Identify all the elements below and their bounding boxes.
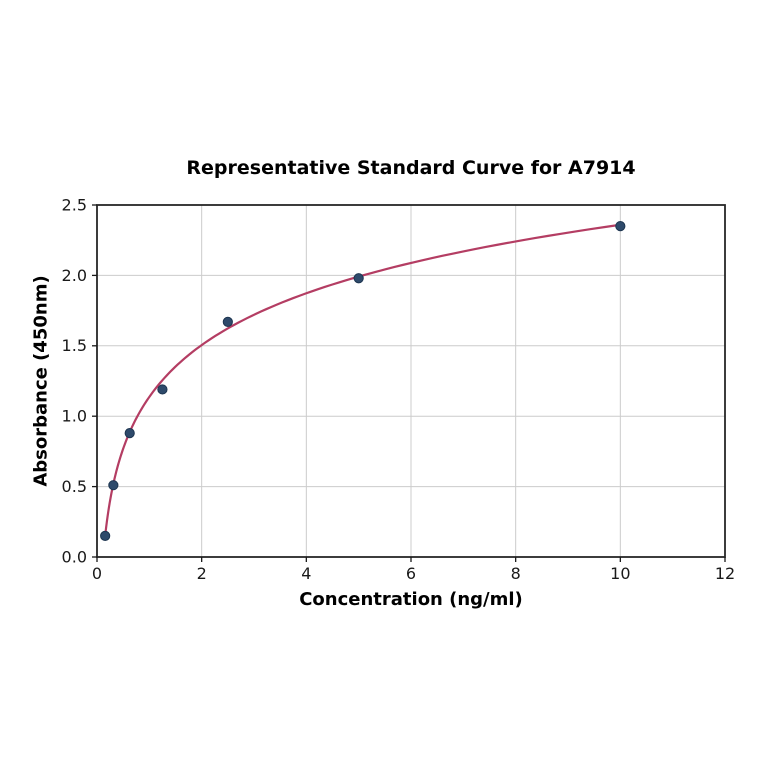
x-tick-label: 6: [406, 564, 416, 583]
data-point: [108, 480, 119, 491]
data-point: [222, 316, 233, 327]
y-tick-label: 0.5: [62, 477, 87, 496]
x-tick-label: 12: [715, 564, 735, 583]
x-tick-label: 2: [197, 564, 207, 583]
y-tick-label: 2.0: [62, 266, 87, 285]
x-axis-label: Concentration (ng/ml): [299, 589, 523, 610]
y-tick-label: 1.5: [62, 336, 87, 355]
x-tick-label: 10: [610, 564, 630, 583]
chart-title: Representative Standard Curve for A7914: [186, 157, 636, 179]
data-point: [157, 384, 168, 395]
y-tick-label: 2.5: [62, 195, 87, 214]
fit-curve: [104, 223, 622, 537]
y-tick-label: 0.0: [62, 547, 87, 566]
data-point: [615, 221, 626, 232]
data-point: [100, 530, 111, 541]
data-point: [353, 273, 364, 284]
x-tick-label: 0: [92, 564, 102, 583]
y-tick-label: 1.0: [62, 407, 87, 426]
data-point: [124, 427, 135, 439]
x-tick-label: 8: [511, 564, 521, 583]
x-tick-label: 4: [301, 564, 311, 583]
y-axis-label: Absorbance (450nm): [30, 275, 52, 487]
